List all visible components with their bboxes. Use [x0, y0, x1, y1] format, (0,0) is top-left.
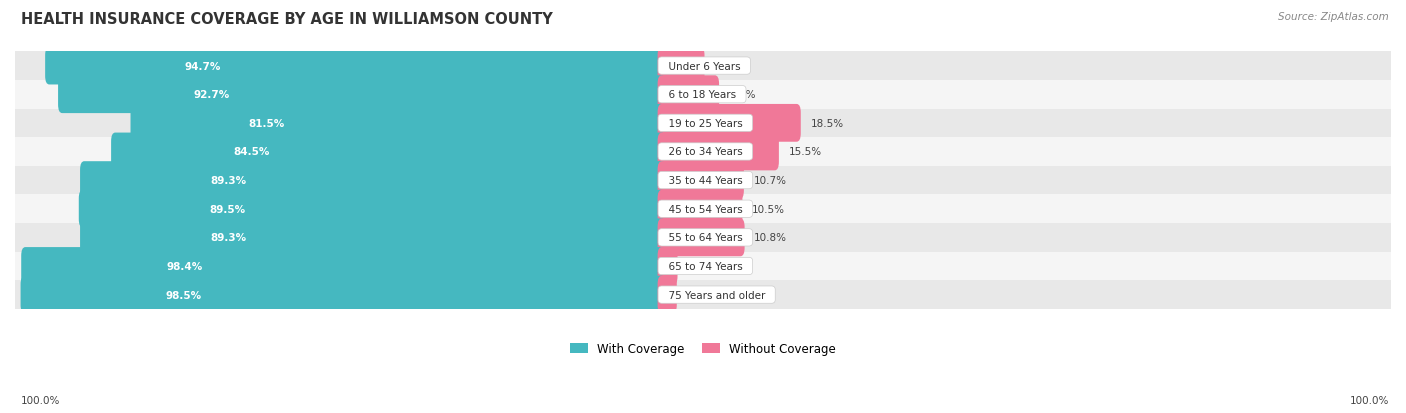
FancyBboxPatch shape — [658, 47, 704, 85]
FancyBboxPatch shape — [79, 190, 666, 228]
Text: 94.7%: 94.7% — [184, 62, 221, 71]
Bar — [15, 252, 1391, 280]
Text: 100.0%: 100.0% — [21, 395, 60, 405]
FancyBboxPatch shape — [21, 247, 666, 285]
Text: 7.3%: 7.3% — [728, 90, 755, 100]
FancyBboxPatch shape — [80, 219, 666, 256]
Text: Under 6 Years: Under 6 Years — [662, 62, 747, 71]
Text: 98.5%: 98.5% — [166, 290, 202, 300]
Text: 89.3%: 89.3% — [211, 233, 246, 243]
FancyBboxPatch shape — [21, 276, 666, 314]
Text: 98.4%: 98.4% — [166, 261, 202, 271]
Text: Source: ZipAtlas.com: Source: ZipAtlas.com — [1278, 12, 1389, 22]
Text: 5.3%: 5.3% — [714, 62, 741, 71]
Bar — [15, 280, 1391, 309]
Bar — [15, 195, 1391, 223]
FancyBboxPatch shape — [658, 190, 742, 228]
Legend: With Coverage, Without Coverage: With Coverage, Without Coverage — [565, 337, 841, 360]
FancyBboxPatch shape — [658, 247, 678, 285]
Bar — [15, 138, 1391, 166]
Text: 10.7%: 10.7% — [754, 176, 786, 186]
Text: 75 Years and older: 75 Years and older — [662, 290, 772, 300]
Text: 100.0%: 100.0% — [1350, 395, 1389, 405]
FancyBboxPatch shape — [658, 162, 744, 199]
FancyBboxPatch shape — [45, 47, 666, 85]
Text: 10.5%: 10.5% — [752, 204, 785, 214]
Text: 15.5%: 15.5% — [789, 147, 821, 157]
Text: 18.5%: 18.5% — [810, 119, 844, 128]
Text: 84.5%: 84.5% — [233, 147, 270, 157]
FancyBboxPatch shape — [658, 104, 801, 142]
FancyBboxPatch shape — [658, 133, 779, 171]
FancyBboxPatch shape — [111, 133, 666, 171]
FancyBboxPatch shape — [658, 76, 718, 114]
Text: 1.5%: 1.5% — [686, 290, 713, 300]
Text: 35 to 44 Years: 35 to 44 Years — [662, 176, 749, 186]
Text: 6 to 18 Years: 6 to 18 Years — [662, 90, 742, 100]
Text: 92.7%: 92.7% — [194, 90, 231, 100]
Bar — [15, 81, 1391, 109]
Bar — [15, 109, 1391, 138]
Bar — [15, 223, 1391, 252]
Text: HEALTH INSURANCE COVERAGE BY AGE IN WILLIAMSON COUNTY: HEALTH INSURANCE COVERAGE BY AGE IN WILL… — [21, 12, 553, 27]
Text: 26 to 34 Years: 26 to 34 Years — [662, 147, 749, 157]
Text: 89.3%: 89.3% — [211, 176, 246, 186]
FancyBboxPatch shape — [80, 162, 666, 199]
Text: 89.5%: 89.5% — [209, 204, 246, 214]
Text: 55 to 64 Years: 55 to 64 Years — [662, 233, 749, 243]
FancyBboxPatch shape — [658, 219, 745, 256]
Bar — [15, 52, 1391, 81]
Bar — [15, 166, 1391, 195]
Text: 10.8%: 10.8% — [754, 233, 787, 243]
FancyBboxPatch shape — [58, 76, 666, 114]
FancyBboxPatch shape — [658, 276, 676, 314]
Text: 1.6%: 1.6% — [688, 261, 714, 271]
Text: 81.5%: 81.5% — [249, 119, 284, 128]
FancyBboxPatch shape — [131, 104, 666, 142]
Text: 65 to 74 Years: 65 to 74 Years — [662, 261, 749, 271]
Text: 45 to 54 Years: 45 to 54 Years — [662, 204, 749, 214]
Text: 19 to 25 Years: 19 to 25 Years — [662, 119, 749, 128]
